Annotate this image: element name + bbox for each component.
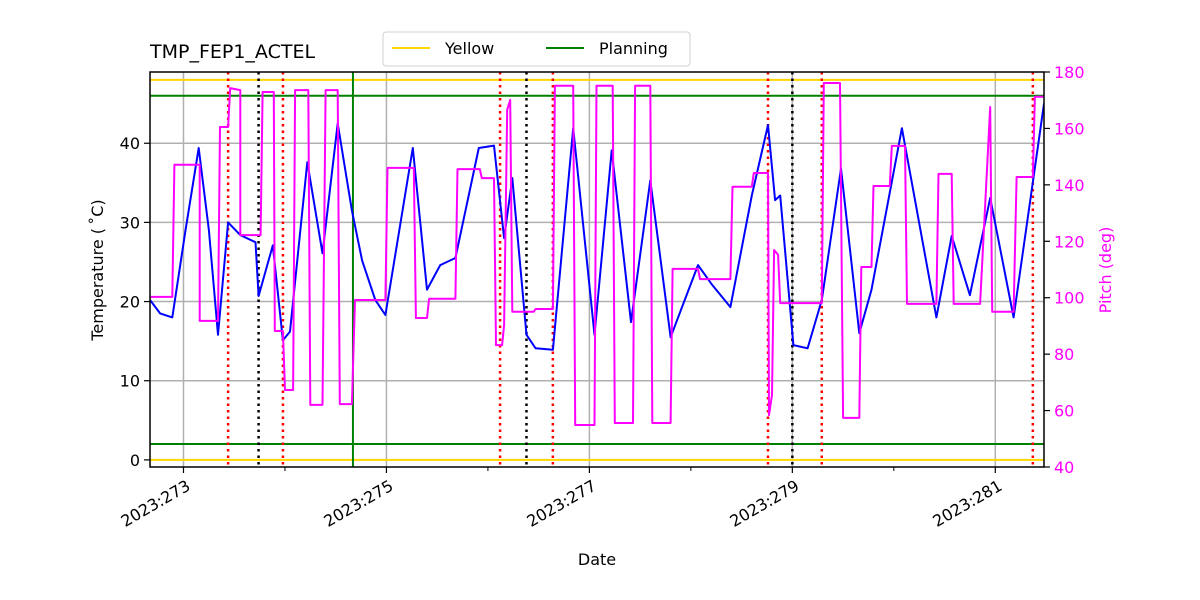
y2-tick-label: 120 [1054,232,1085,251]
x-axis-label: Date [578,550,616,569]
y-tick-label: 0 [130,451,140,470]
x-tick-label: 2023:273 [118,476,194,531]
y-tick-label: 40 [120,134,140,153]
y-tick-label: 20 [120,293,140,312]
y2-axis-label: Pitch (deg) [1096,227,1115,314]
y-axis-label: Temperature ( ˚C) [88,199,107,341]
x-tick-label: 2023:279 [726,476,802,531]
y2-tick-label: 100 [1054,289,1085,308]
y-tick-label: 30 [120,213,140,232]
legend-label-planning: Planning [599,39,668,58]
pitch-series-line [150,82,1044,426]
y2-tick-label: 180 [1054,63,1085,82]
y2-tick-label: 140 [1054,176,1085,195]
x-tick-label: 2023:281 [929,476,1005,531]
plot-area: 2023:273 2023:275 2023:277 2023:279 2023:281… [118,63,1085,531]
x-tick-label: 2023:275 [321,476,397,531]
legend: Yellow Planning [382,31,691,67]
y-tick-label: 10 [120,372,140,391]
chart-title: TMP_FEP1_ACTEL [149,41,315,63]
x-tick-label: 2023:277 [524,476,600,531]
y2-tick-label: 60 [1054,402,1074,421]
legend-label-yellow: Yellow [444,39,494,58]
y2-tick-label: 80 [1054,345,1074,364]
y2-tick-label: 40 [1054,458,1074,477]
temperature-series-line [150,103,1044,351]
plot-frame [149,71,1045,468]
y2-tick-label: 160 [1054,119,1085,138]
